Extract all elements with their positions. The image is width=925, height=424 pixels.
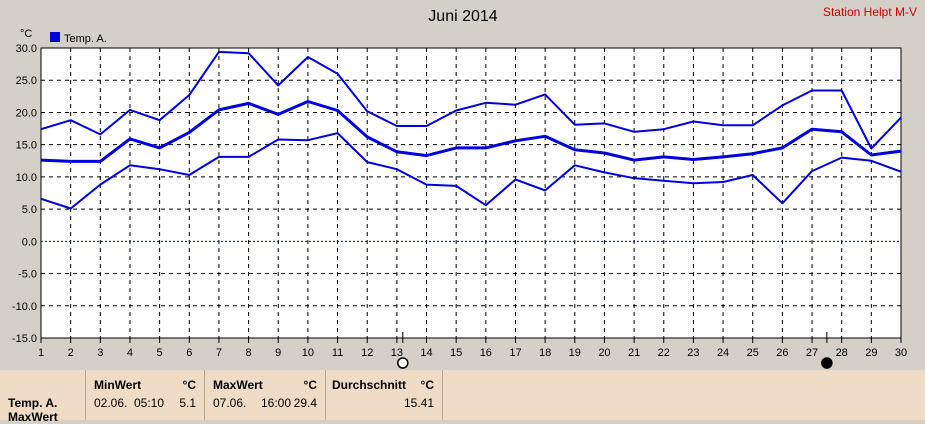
max-unit: °C	[303, 378, 317, 392]
stats-row-label: Temp. A.	[8, 396, 58, 410]
min-time: 05:10	[134, 396, 165, 410]
stats-row-label-2: MaxWert	[8, 410, 58, 424]
x-axis-labels: 1 2 3 4 5 6 7 8 9 10 11 12 13 14 15 16 17 18 19 20 21 22 23 24 2…	[38, 347, 907, 359]
x-tick-label: 22	[658, 347, 670, 359]
legend-swatch	[50, 32, 60, 42]
y-tick-label: 30.0	[16, 43, 37, 55]
temperature-chart: 30.0 25.0 20.0 15.0 10.0 5.0 0.0 -5.0 -10.0 -15.0…	[12, 5, 917, 369]
y-tick-label: 0.0	[22, 236, 37, 248]
y-tick-label: -15.0	[12, 333, 37, 345]
x-tick-label: 14	[420, 347, 432, 359]
markers	[397, 332, 833, 369]
min-box: MinWert °C 02.06. 05:10 5.1	[86, 370, 205, 420]
grid-lines	[40, 47, 902, 343]
y-tick-label: 15.0	[16, 140, 37, 152]
series-line-max	[40, 50, 902, 150]
x-tick-label: 5	[157, 347, 163, 359]
full-moon-marker	[821, 357, 833, 369]
x-tick-label: 11	[332, 347, 343, 359]
avg-unit: °C	[420, 378, 434, 392]
x-tick-label: 23	[687, 347, 699, 359]
stats-panel: Temp. A. MaxWert MinWert °C 02.06. 05:10…	[0, 370, 925, 424]
x-tick-label: 21	[628, 347, 640, 359]
plot-frame	[40, 47, 902, 339]
x-tick-label: 7	[216, 347, 222, 359]
chart-title: Juni 2014	[428, 8, 497, 25]
x-tick-label: 26	[776, 347, 788, 359]
min-date: 02.06.	[94, 396, 128, 410]
x-tick-label: 30	[895, 347, 907, 359]
min-unit: °C	[182, 378, 196, 392]
x-tick-label: 10	[302, 347, 314, 359]
avg-box: Durchschnitt °C 15.41	[326, 370, 443, 420]
x-tick-label: 18	[539, 347, 551, 359]
x-tick-label: 3	[97, 347, 103, 359]
avg-label: Durchschnitt	[332, 378, 407, 392]
x-tick-label: 15	[450, 347, 462, 359]
x-tick-label: 9	[275, 347, 281, 359]
series-lines	[40, 50, 902, 210]
min-label: MinWert	[94, 378, 142, 392]
avg-value: 15.41	[403, 396, 434, 410]
station-label: Station Helpt M-V	[823, 5, 917, 19]
y-tick-label: 5.0	[22, 204, 37, 216]
y-tick-label: 25.0	[16, 75, 37, 87]
x-tick-label: 4	[127, 347, 133, 359]
x-tick-label: 12	[361, 347, 373, 359]
x-tick-label: 16	[480, 347, 492, 359]
x-tick-label: 28	[836, 347, 848, 359]
max-box: MaxWert °C 07.06. 16:00 29.4	[205, 370, 326, 420]
new-moon-marker	[397, 357, 409, 369]
x-tick-label: 20	[598, 347, 610, 359]
x-tick-label: 8	[246, 347, 252, 359]
y-tick-label: -5.0	[18, 269, 37, 281]
x-tick-label: 24	[717, 347, 729, 359]
stats-row-label-box: Temp. A. MaxWert	[0, 370, 86, 424]
series-line-min	[40, 132, 902, 210]
y-tick-label: -10.0	[12, 301, 37, 313]
y-tick-label: 10.0	[16, 172, 37, 184]
max-value: 29.4	[293, 396, 317, 410]
max-date: 07.06.	[213, 396, 247, 410]
x-tick-label: 25	[747, 347, 759, 359]
y-tick-label: 20.0	[16, 107, 37, 119]
x-tick-label: 17	[509, 347, 521, 359]
x-tick-label: 1	[38, 347, 44, 359]
x-tick-label: 2	[68, 347, 74, 359]
legend-label: Temp. A.	[64, 33, 107, 45]
x-tick-label: 13	[391, 347, 403, 359]
min-value: 5.1	[179, 396, 196, 410]
x-tick-label: 27	[806, 347, 818, 359]
x-tick-label: 6	[186, 347, 192, 359]
series-line-avg	[40, 100, 902, 163]
x-tick-label: 19	[569, 347, 581, 359]
max-label: MaxWert	[213, 378, 263, 392]
plot-background	[41, 48, 901, 338]
x-tick-label: 29	[865, 347, 877, 359]
y-unit-label: °C	[20, 28, 32, 40]
max-time: 16:00	[261, 396, 292, 410]
y-axis-labels: 30.0 25.0 20.0 15.0 10.0 5.0 0.0 -5.0 -10.0 -15.0	[12, 43, 37, 345]
